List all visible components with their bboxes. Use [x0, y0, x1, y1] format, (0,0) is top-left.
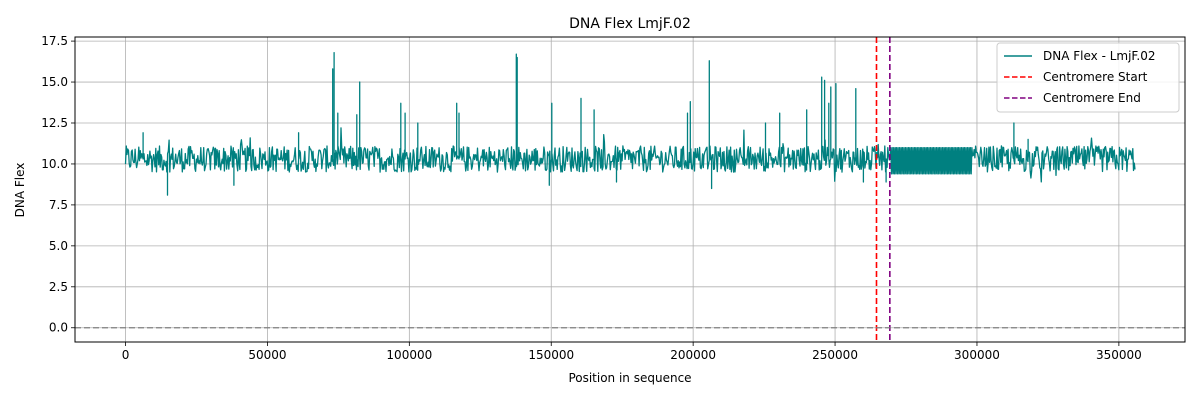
legend: DNA Flex - LmjF.02 Centromere Start Cent…	[996, 42, 1180, 113]
legend-label-centromere-start: Centromere Start	[1043, 70, 1148, 84]
y-tick-label: 17.5	[41, 34, 68, 48]
y-tick-label: 10.0	[41, 157, 68, 171]
legend-label-centromere-end: Centromere End	[1043, 91, 1141, 105]
y-axis-ticks: 0.0 2.5 5.0 7.5 10.0 12.5 15.0 17.5	[41, 34, 75, 335]
series-line-dna-flex	[124, 51, 1136, 196]
y-tick-label: 15.0	[41, 75, 68, 89]
legend-label-dna-flex: DNA Flex - LmjF.02	[1043, 49, 1155, 63]
x-tick-label: 150000	[528, 348, 574, 362]
x-tick-label: 350000	[1096, 348, 1142, 362]
x-axis-ticks: 0 50000 100000 150000 200000 250000 300000 3500…	[122, 342, 1142, 362]
x-tick-label: 300000	[954, 348, 1000, 362]
x-tick-label: 200000	[670, 348, 716, 362]
plot-area	[75, 37, 1185, 342]
y-axis-label: DNA Flex	[13, 163, 27, 218]
y-tick-label: 0.0	[49, 321, 68, 335]
chart-title: DNA Flex LmjF.02	[569, 16, 691, 32]
y-tick-label: 7.5	[49, 198, 68, 212]
x-axis-label: Position in sequence	[568, 371, 691, 385]
axes-frame	[74, 36, 1186, 343]
legend-box	[996, 42, 1180, 113]
x-tick-label: 100000	[386, 348, 432, 362]
x-tick-label: 250000	[812, 348, 858, 362]
x-tick-label: 50000	[248, 348, 286, 362]
y-tick-label: 2.5	[49, 280, 68, 294]
x-tick-label: 0	[122, 348, 130, 362]
y-tick-label: 12.5	[41, 116, 68, 130]
y-tick-label: 5.0	[49, 239, 68, 253]
